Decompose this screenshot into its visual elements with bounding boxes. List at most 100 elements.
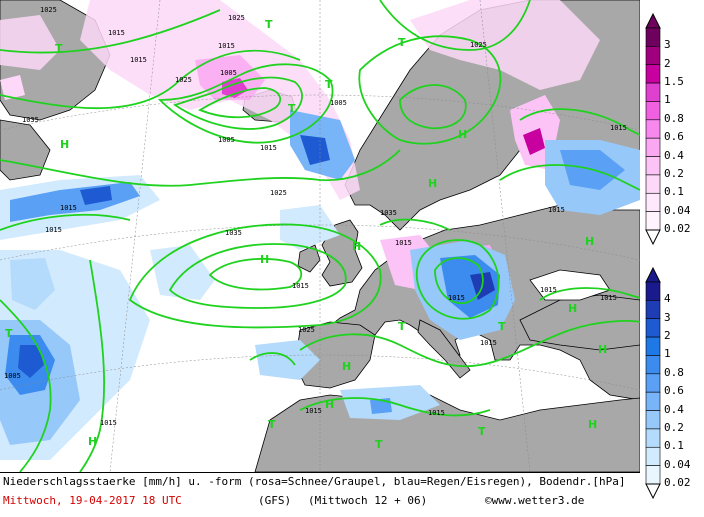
snow-legend-swatch: [645, 192, 661, 212]
snow-legend-swatch: [645, 137, 661, 157]
footer-info: Mittwoch, 19-04-2017 18 UTC (GFS) (Mittw…: [3, 494, 584, 507]
rain-legend-swatch: [645, 391, 661, 411]
snow-area: [523, 128, 545, 155]
rain-legend-arrow-bottom: [645, 483, 661, 500]
pressure-center: T: [478, 425, 486, 438]
rain-area: [80, 186, 112, 205]
chart-footer: Niederschlagsstaerke [mm/h] u. -form (ro…: [0, 472, 640, 513]
rain-legend-label: 0.8: [664, 365, 684, 379]
rain-area: [150, 245, 215, 300]
pressure-center: H: [60, 138, 69, 151]
rain-area: [280, 205, 340, 250]
snow-legend-label: 2: [664, 56, 671, 70]
isobar-line: [358, 35, 502, 145]
isobar-line: [499, 164, 640, 191]
latitude-line: [0, 224, 640, 261]
isobar-line: [434, 257, 484, 304]
isobar-label: 1015: [108, 29, 125, 37]
isobar-line: [379, 218, 451, 231]
snow-legend-label: 0.8: [664, 111, 684, 125]
isobar-line: [0, 9, 221, 54]
isobar-line: [0, 49, 301, 110]
isobar-line: [399, 84, 467, 130]
isobar-line: [157, 63, 334, 144]
pressure-center: T: [398, 36, 406, 49]
isobar-label: 1005: [218, 136, 235, 144]
ireland-land: [297, 244, 321, 273]
isobar-label: 1015: [448, 294, 465, 302]
rain-legend-label: 0.02: [664, 476, 691, 489]
isobar-label: 1025: [228, 14, 245, 22]
isobar-line: [128, 223, 382, 329]
pressure-center: T: [268, 418, 276, 431]
isobar-labels: 1025 1015 1025 1015 1025 1015 1005 1005 …: [4, 6, 627, 427]
pressure-center: T: [5, 327, 13, 340]
rain-legend-label: 0.04: [664, 457, 691, 471]
snow-area: [222, 78, 248, 98]
snow-legend-arrow-top: [645, 12, 661, 29]
rain-legend-swatch: [645, 428, 661, 448]
isobar-line: [79, 259, 106, 472]
rain-legend-arrow-top: [645, 266, 661, 283]
snow-legend-swatch: [645, 174, 661, 194]
rain-legend-swatch: [645, 318, 661, 338]
isobar-line: [519, 108, 640, 136]
legend-bars: [645, 12, 661, 500]
chart-title: Niederschlagsstaerke [mm/h] u. -form (ro…: [3, 475, 626, 488]
isobar-label: 1015: [60, 204, 77, 212]
rain-area: [10, 258, 55, 310]
snow-legend-label: 0.2: [664, 166, 684, 180]
italy-land: [417, 319, 471, 379]
pressure-center: H: [352, 240, 361, 253]
isobar-line: [0, 149, 401, 187]
isobar-label: 1025: [270, 189, 287, 197]
rain-legend-label: 0.4: [664, 402, 684, 416]
isobar-label: 1015: [218, 42, 235, 50]
pressure-center: H: [428, 177, 437, 190]
isobar-label: 1015: [540, 286, 557, 294]
pressure-center: T: [325, 78, 333, 91]
model-name: (GFS): [258, 494, 292, 507]
snow-legend-swatch: [645, 64, 661, 84]
valid-date: Mittwoch, 19-04-2017 18 UTC: [3, 494, 182, 507]
isobar-line: [299, 320, 640, 368]
snow-legend-label: 0.6: [664, 130, 684, 144]
snow-legend-label: 0.4: [664, 148, 684, 162]
rain-legend-swatch: [645, 281, 661, 301]
pressure-center: H: [325, 398, 334, 411]
isobar-label: 1015: [395, 239, 412, 247]
isobar-label: 1005: [4, 372, 21, 380]
rain-legend-label: 0.1: [664, 439, 684, 453]
pressure-center: H: [342, 360, 351, 373]
isobar-label: 1005: [220, 69, 237, 77]
isobar-label: 1015: [428, 409, 445, 417]
model-run: (Mittwoch 12 + 06): [308, 494, 428, 507]
isobar-label: 1025: [40, 6, 57, 14]
isobar-label: 1035: [225, 229, 242, 237]
color-legend: 3 2 1.5 1 0.8 0.6 0.4 0.2 0.1 0.04 0.02 4 3 2 1 0.8 0.6 0…: [640, 0, 704, 513]
isobar-label: 1015: [600, 294, 617, 302]
pressure-center: H: [568, 302, 577, 315]
rain-legend-swatch: [645, 465, 661, 485]
pressure-center: H: [260, 253, 269, 266]
pressure-center: T: [398, 320, 406, 333]
rain-legend-label: 1: [664, 347, 671, 361]
isobar-label: 1015: [130, 56, 147, 64]
snow-area: [0, 75, 25, 100]
isobar-line: [208, 257, 303, 291]
isobar-label: 1015: [45, 226, 62, 234]
pressure-center: T: [55, 42, 63, 55]
copyright-text: ©www.wetter3.de: [485, 494, 585, 507]
snow-legend-swatch: [645, 82, 661, 102]
snow-legend-label: 1.5: [664, 75, 684, 89]
isobar-label: 1015: [480, 339, 497, 347]
canada-land: [0, 119, 51, 181]
pressure-center: H: [458, 128, 467, 141]
pressure-center: H: [598, 343, 607, 356]
precipitation-map: 1025 1015 1025 1015 1025 1015 1005 1005 …: [0, 0, 640, 472]
rain-legend-label: 0.2: [664, 420, 684, 434]
isobar-label: 1015: [548, 206, 565, 214]
isobar-label: 1015: [260, 144, 277, 152]
snow-legend-label: 0.02: [664, 222, 691, 235]
